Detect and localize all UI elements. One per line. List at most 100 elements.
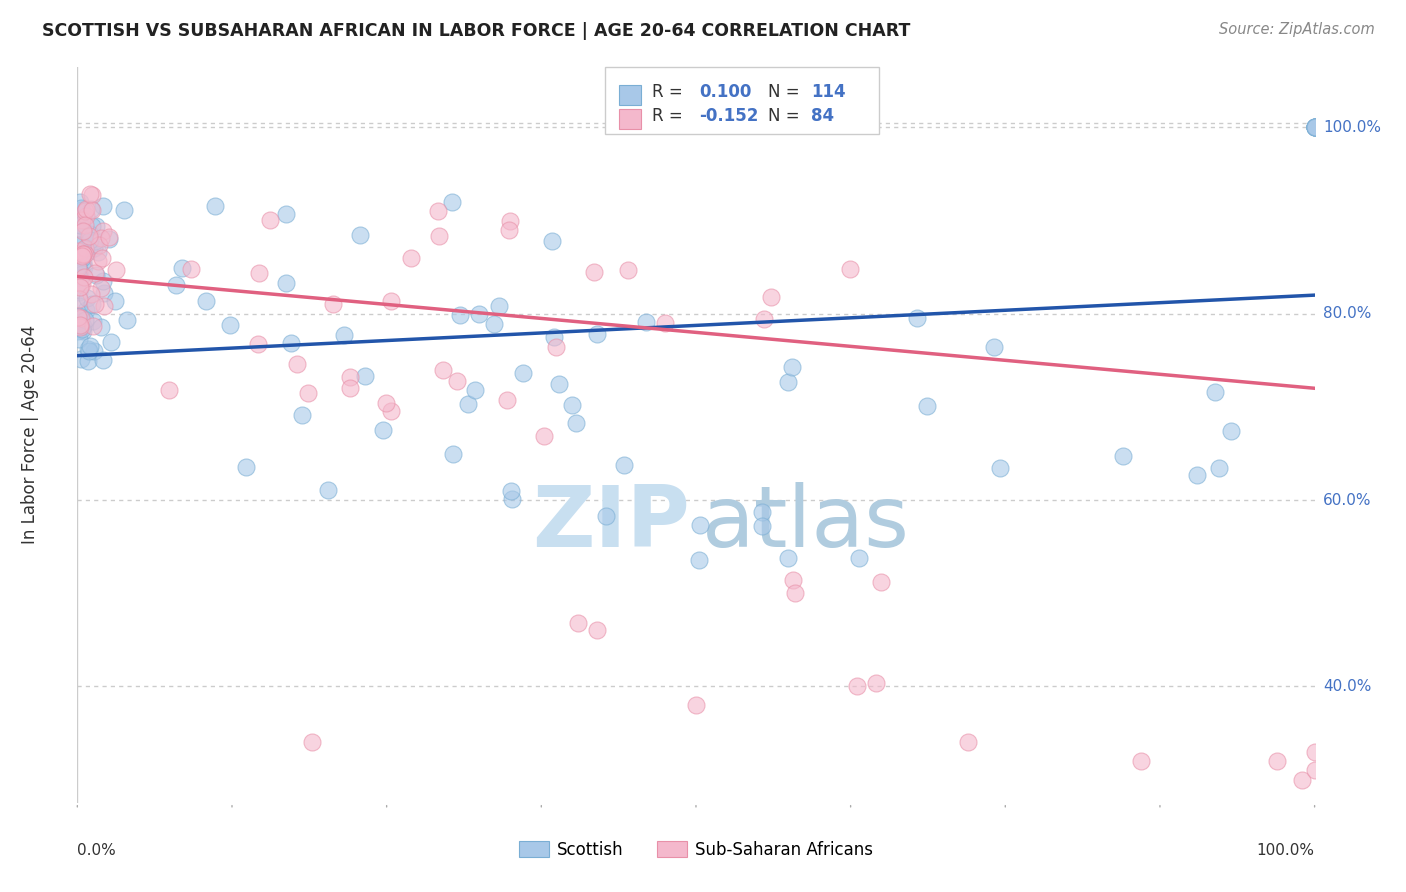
Point: [69, 271, 91, 285]
Point: [104, 293, 127, 308]
Point: [685, 698, 707, 712]
Point: [333, 328, 356, 343]
Point: [865, 675, 887, 690]
Point: [870, 575, 893, 590]
Point: [79, 339, 101, 353]
Point: [77, 244, 100, 259]
Point: [70, 277, 93, 291]
Point: [1303, 763, 1326, 777]
Point: [561, 398, 583, 412]
Point: [172, 260, 194, 275]
Point: [75, 209, 97, 223]
Point: [533, 429, 555, 443]
Point: [90, 231, 112, 245]
Point: [77, 354, 100, 368]
Point: [69, 320, 91, 334]
Point: [72, 223, 94, 237]
Point: [79, 287, 101, 301]
Point: [380, 404, 402, 418]
Point: [77, 343, 100, 358]
Point: [73, 312, 96, 326]
Point: [285, 358, 308, 372]
Text: SCOTTISH VS SUBSAHARAN AFRICAN IN LABOR FORCE | AGE 20-64 CORRELATION CHART: SCOTTISH VS SUBSAHARAN AFRICAN IN LABOR …: [42, 22, 911, 40]
Point: [754, 312, 776, 326]
Point: [782, 573, 804, 587]
Point: [1208, 460, 1230, 475]
Point: [91, 223, 114, 237]
Point: [75, 202, 97, 216]
Text: N =: N =: [768, 83, 804, 102]
Point: [541, 235, 564, 249]
Point: [468, 307, 491, 321]
Point: [66, 260, 89, 275]
Point: [97, 232, 120, 246]
Text: atlas: atlas: [702, 482, 910, 565]
Point: [957, 735, 980, 749]
Point: [69, 275, 91, 289]
Point: [69, 278, 91, 293]
Point: [915, 400, 938, 414]
Point: [100, 334, 122, 349]
Point: [84, 234, 107, 248]
Point: [90, 320, 112, 334]
Point: [83, 241, 105, 255]
Point: [654, 317, 676, 331]
Point: [70, 249, 93, 263]
Point: [432, 363, 454, 377]
Point: [301, 735, 323, 749]
Point: [82, 219, 104, 234]
Point: [1204, 384, 1226, 399]
Point: [235, 460, 257, 475]
Point: [1303, 120, 1326, 135]
Point: [91, 274, 114, 288]
Point: [82, 313, 104, 327]
Point: [67, 293, 90, 307]
Point: [219, 318, 242, 332]
Point: [93, 286, 115, 301]
Point: [72, 319, 94, 334]
Point: [1130, 754, 1153, 768]
Point: [69, 318, 91, 333]
Point: [751, 518, 773, 533]
Point: [617, 263, 640, 277]
Point: [339, 381, 361, 395]
Point: [69, 219, 91, 233]
Text: In Labor Force | Age 20-64: In Labor Force | Age 20-64: [21, 326, 39, 544]
Point: [353, 369, 375, 384]
Point: [1303, 120, 1326, 135]
Point: [316, 483, 339, 498]
Point: [69, 201, 91, 215]
Point: [93, 299, 115, 313]
Point: [72, 255, 94, 269]
Point: [274, 276, 297, 290]
Point: [70, 321, 93, 335]
Point: [69, 195, 91, 210]
Text: -0.152: -0.152: [699, 107, 758, 126]
Point: [1303, 120, 1326, 135]
Point: [1303, 120, 1326, 135]
Text: 84: 84: [811, 107, 834, 126]
Point: [751, 505, 773, 519]
Point: [73, 247, 96, 261]
Point: [1267, 754, 1289, 768]
Text: R =: R =: [652, 83, 689, 102]
Point: [488, 299, 510, 313]
Point: [79, 234, 101, 248]
Point: [75, 242, 97, 256]
Point: [83, 344, 105, 359]
Text: 114: 114: [811, 83, 846, 102]
Point: [634, 315, 657, 329]
Point: [349, 228, 371, 243]
Point: [204, 199, 226, 213]
Point: [84, 266, 107, 280]
Text: 60.0%: 60.0%: [1323, 492, 1371, 508]
Point: [499, 214, 522, 228]
Point: [77, 229, 100, 244]
Point: [73, 269, 96, 284]
Point: [87, 245, 110, 260]
Point: [780, 360, 803, 375]
Point: [69, 218, 91, 232]
Point: [72, 246, 94, 260]
Text: 80.0%: 80.0%: [1323, 306, 1371, 321]
Point: [70, 310, 93, 325]
